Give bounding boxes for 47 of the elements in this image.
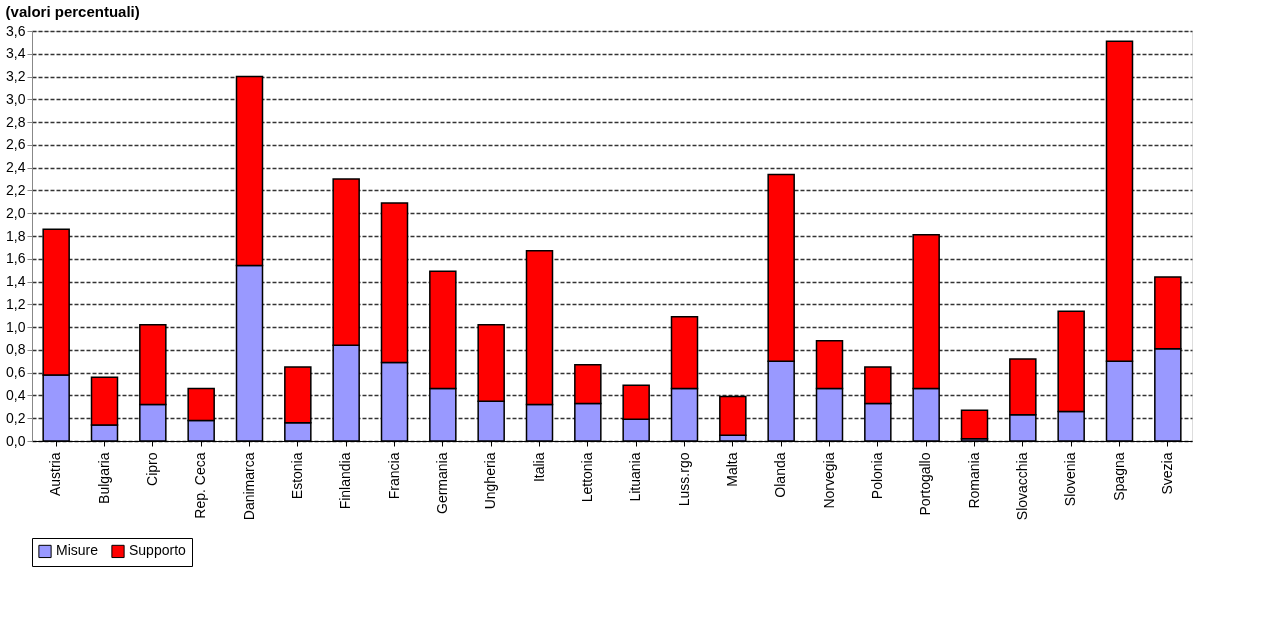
y-tick-label: 0,0 — [6, 432, 26, 449]
x-tick-label: Norvegia — [820, 452, 837, 509]
x-tick-label: Luss.rgo — [675, 452, 692, 507]
y-tick-label: 2,6 — [6, 136, 26, 153]
y-tick-label: 0,8 — [6, 341, 26, 358]
y-tick-label: 1,4 — [6, 273, 26, 290]
y-tick-label: 2,2 — [6, 181, 26, 198]
x-tick-label: Finlandia — [337, 452, 354, 510]
x-tick-label: Francia — [385, 452, 402, 500]
x-tick-label: Italia — [530, 452, 547, 483]
y-tick-label: 2,8 — [6, 113, 26, 130]
x-tick-label: Slovacchia — [1013, 452, 1030, 521]
x-tick-label: Cipro — [143, 452, 160, 486]
y-tick-label: 3,6 — [6, 22, 26, 39]
x-tick-label: Polonia — [868, 452, 885, 500]
y-tick-label: 3,4 — [6, 45, 26, 62]
x-tick-label: Portogallo — [917, 452, 934, 516]
x-tick-label: Bulgaria — [95, 452, 112, 504]
x-tick-label: Lituania — [627, 452, 644, 502]
x-tick-label: Svezia — [1158, 452, 1175, 495]
y-tick-label: 1,2 — [6, 295, 26, 312]
y-tick-label: 0,6 — [6, 364, 26, 381]
legend-label: Misure — [56, 542, 99, 559]
y-tick-label: 0,2 — [6, 409, 26, 426]
x-tick-label: Estonia — [288, 452, 305, 500]
x-tick-label: Austria — [47, 452, 64, 497]
x-tick-label: Slovenia — [1062, 452, 1079, 507]
y-tick-label: 2,0 — [6, 204, 26, 221]
y-tick-label: 1,0 — [6, 318, 26, 335]
y-tick-label: 0,4 — [6, 386, 26, 403]
x-tick-label: Lettonia — [578, 452, 595, 503]
y-tick-label: 1,8 — [6, 227, 26, 244]
y-tick-label: 3,0 — [6, 90, 26, 107]
x-tick-label: Danimarca — [240, 452, 257, 521]
x-tick-label: Spagna — [1110, 452, 1127, 501]
x-tick-label: Romania — [965, 452, 982, 509]
y-tick-label: 1,6 — [6, 250, 26, 267]
x-tick-label: Ungheria — [482, 452, 499, 510]
legend-label: Supporto — [129, 542, 187, 559]
y-tick-label: 2,4 — [6, 159, 26, 176]
bar — [960, 409, 989, 440]
x-tick-label: Rep. Ceca — [192, 452, 209, 519]
chart-title: (valori percentuali) — [5, 3, 140, 20]
y-tick-label: 3,2 — [6, 68, 26, 85]
x-tick-label: Olanda — [772, 452, 789, 498]
x-tick-label: Germania — [433, 452, 450, 514]
x-tick-label: Malta — [723, 452, 740, 487]
